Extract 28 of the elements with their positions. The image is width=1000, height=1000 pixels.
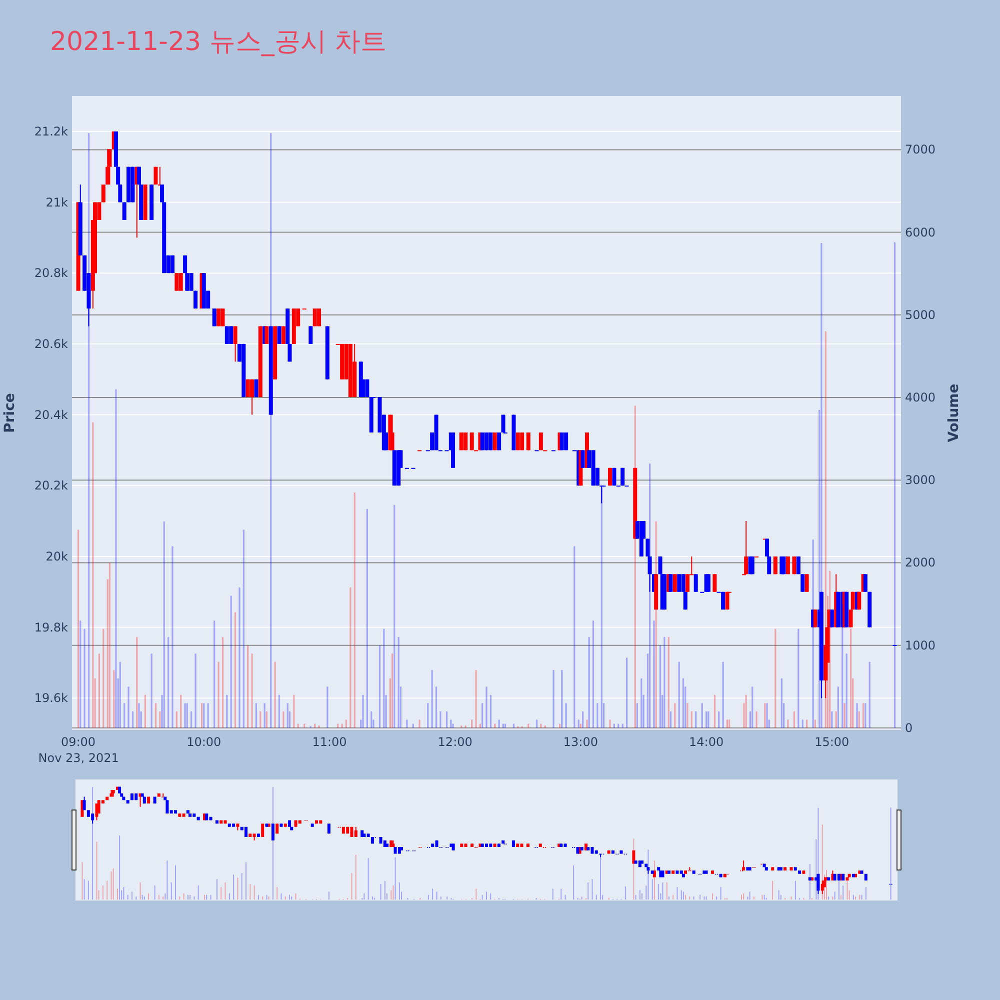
text: Nov 23, 2021 <box>38 751 119 765</box>
y2-tick-label: 4000 <box>905 390 936 405</box>
y-tick-label: 20.4k <box>34 408 68 422</box>
x-tick-label: 10:00 <box>186 735 222 749</box>
y-tick-label: 21k <box>46 195 68 210</box>
x-tick-label: 12:00 <box>438 735 472 749</box>
y2-tick-label: 7000 <box>905 142 936 157</box>
y2-tick-label: 5000 <box>905 308 936 322</box>
y-tick-label: 20.6k <box>34 336 68 351</box>
y-tick-label: 21.2k <box>34 124 68 138</box>
y2-tick-label: 0 <box>905 720 913 735</box>
y2-tick-label: 1000 <box>905 638 936 652</box>
x-tick-label: 09:00 <box>60 735 96 749</box>
y-tick-label: 19.8k <box>34 620 68 634</box>
y-tick-label: 20.8k <box>34 266 68 280</box>
x-tick-label: 11:00 <box>312 735 347 749</box>
y2-tick-label: 3000 <box>905 473 936 488</box>
y-tick-label: 20.2k <box>34 478 68 493</box>
title: 2021-11-23 뉴스_공시 차트 <box>50 27 387 57</box>
x-tick-label: 13:00 <box>563 735 598 749</box>
y2-tick-label: 6000 <box>905 225 936 240</box>
x-tick-label: 15:00 <box>814 735 850 749</box>
y2-axis-title: Volume <box>946 384 962 442</box>
y-tick-label: 20k <box>46 549 68 564</box>
y2-tick-label: 2000 <box>905 556 936 570</box>
y-axis-title: Price <box>2 393 18 433</box>
y-tick-label: 19.6k <box>34 691 68 706</box>
x-tick-label: 14:00 <box>689 735 724 749</box>
